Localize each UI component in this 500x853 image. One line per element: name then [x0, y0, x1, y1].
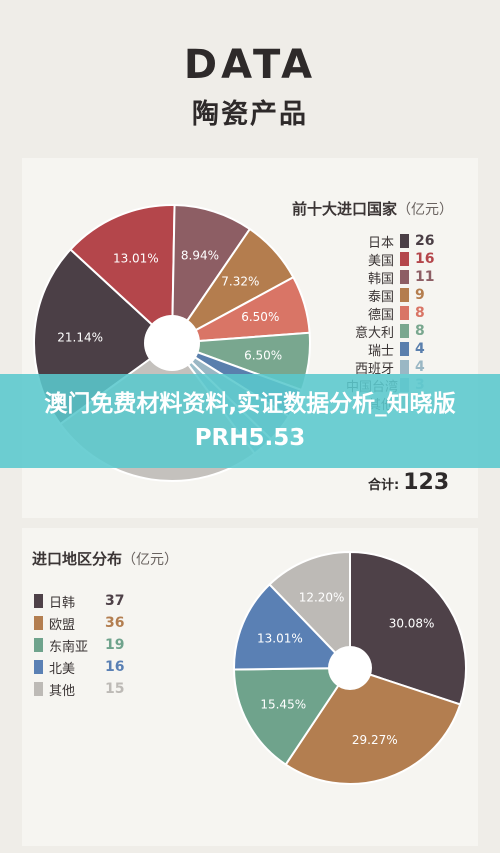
chart-title-text: 进口地区分布: [32, 550, 123, 568]
legend-category: 北美: [49, 661, 76, 677]
legend-swatch: [400, 360, 409, 374]
legend-swatch: [34, 594, 43, 608]
slice-label: 15.45%: [260, 697, 306, 711]
legend-category: 日本: [367, 235, 394, 251]
legend-swatch: [34, 660, 43, 674]
total-label: 合计:: [368, 478, 400, 493]
legend-value: 4: [415, 341, 425, 357]
slice-label: 12.20%: [299, 591, 345, 605]
pie-chart-regions: 30.08% 29.27% 15.45% 13.01% 12.20%: [232, 550, 467, 785]
legend-item: 瑞士 4: [346, 340, 434, 359]
legend-item: 东南亚 19: [34, 634, 124, 656]
legend-item: 泰国 9: [346, 286, 434, 305]
legend-item: 日韩 37: [34, 590, 124, 612]
legend-value: 37: [105, 593, 125, 609]
legend-value: 26: [415, 233, 435, 249]
legend-value: 36: [105, 615, 125, 631]
chart-unit: （亿元）: [122, 552, 179, 568]
legend-value: 19: [105, 637, 125, 653]
legend-category: 意大利: [354, 325, 394, 341]
legend-swatch: [400, 252, 409, 266]
legend-category: 泰国: [367, 289, 394, 305]
legend-swatch: [400, 288, 409, 302]
legend-swatch: [400, 270, 409, 284]
legend-category: 其他: [49, 683, 76, 699]
legend-swatch: [400, 306, 409, 320]
slice-label: 6.50%: [244, 349, 282, 363]
legend-value: 4: [415, 359, 425, 375]
header-subtitle: 陶瓷产品: [192, 99, 308, 130]
pie-slice-其他: [268, 550, 351, 671]
pie-slice-北美: [233, 583, 353, 671]
legend-swatch: [34, 682, 43, 696]
legend-category: 日韩: [49, 595, 76, 611]
pie-slice-美国: [69, 204, 176, 346]
pie-slice-东南亚: [232, 666, 352, 766]
overlay-banner[interactable]: 澳门免费材料资料,实证数据分析_知晓版PRH5.53: [0, 374, 500, 468]
slice-label: 7.32%: [221, 274, 259, 288]
legend-value: 16: [105, 659, 125, 675]
legend-item: 其他 15: [34, 678, 124, 700]
legend-item: 西班牙 4: [346, 358, 434, 377]
donut-hole: [328, 646, 372, 690]
slice-label: 6.50%: [241, 310, 279, 324]
legend-item: 美国 16: [346, 250, 435, 269]
legend-value: 15: [105, 681, 125, 697]
legend-item: 德国 8: [346, 304, 434, 323]
legend-item: 北美 16: [34, 656, 124, 678]
pie-slice-韩国: [170, 204, 252, 347]
total-value: 123: [403, 470, 450, 495]
legend-swatch: [400, 342, 409, 356]
legend-regions: 日韩 37 欧盟 36 东南亚 19 北美 16 其他 15: [34, 590, 124, 700]
chart-title-countries: 前十大进口国家（亿元）: [292, 198, 453, 219]
legend-value: 8: [415, 305, 425, 321]
chart-title-text: 前十大进口国家: [292, 200, 398, 218]
legend-item: 欧盟 36: [34, 612, 124, 634]
legend-category: 韩国: [367, 271, 394, 287]
legend-swatch: [34, 616, 43, 630]
header: DATA 陶瓷产品: [0, 0, 500, 150]
pie-slice-日韩: [349, 550, 467, 706]
chart-title-regions: 进口地区分布（亿元）: [32, 548, 178, 569]
banner-text: 澳门免费材料资料,实证数据分析_知晓版PRH5.53: [44, 391, 456, 451]
chart-unit: （亿元）: [397, 202, 454, 218]
legend-swatch: [34, 638, 43, 652]
slice-label: 30.08%: [389, 616, 435, 630]
slice-label: 21.14%: [57, 331, 103, 345]
legend-category: 东南亚: [49, 639, 89, 655]
header-title: DATA: [183, 42, 317, 88]
legend-category: 瑞士: [367, 343, 394, 359]
legend-value: 11: [415, 269, 435, 285]
legend-category: 德国: [367, 307, 394, 323]
legend-swatch: [400, 324, 409, 338]
legend-item: 意大利 8: [346, 322, 434, 341]
legend-category: 欧盟: [49, 617, 76, 633]
legend-value: 8: [415, 323, 425, 339]
chart-panel-regions: 进口地区分布（亿元） 日韩 37 欧盟 36 东南亚 19 北美 16 其他 15 30.08% 2…: [22, 528, 478, 846]
slice-label: 29.27%: [352, 733, 398, 747]
legend-category: 美国: [367, 253, 394, 269]
slice-label: 13.01%: [113, 251, 159, 265]
donut-hole: [144, 315, 200, 371]
pie-slice-欧盟: [284, 666, 462, 785]
slice-label: 13.01%: [257, 632, 303, 646]
legend-item: 韩国 11: [346, 268, 435, 287]
legend-category: 西班牙: [354, 361, 394, 377]
total: 合计: 123: [368, 470, 449, 495]
slice-label: 8.94%: [181, 248, 219, 262]
legend-value: 16: [415, 251, 435, 267]
legend-value: 9: [415, 287, 425, 303]
legend-swatch: [400, 234, 409, 248]
legend-item: 日本 26: [346, 232, 435, 251]
